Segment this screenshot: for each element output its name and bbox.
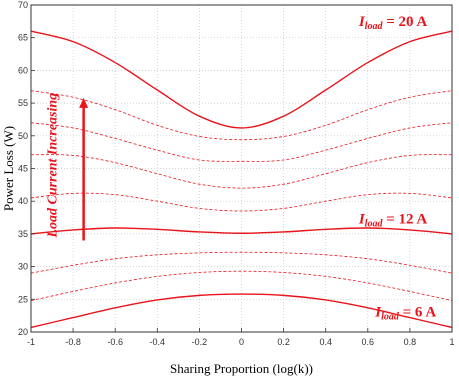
x-tick-label: 0.4 (319, 337, 332, 347)
annotation-load-6: Iload = 6 A (374, 304, 436, 322)
increase-arrow-head (79, 97, 89, 108)
series-line-2 (30, 270, 453, 302)
x-tick-label: 0.2 (277, 337, 290, 347)
x-tick-label: -0.8 (65, 337, 81, 347)
x-tick-label: -0.2 (192, 337, 208, 347)
series-line-9 (30, 30, 453, 129)
y-tick-label: 70 (18, 0, 28, 10)
series-lines (30, 30, 453, 329)
y-tick-label: 65 (18, 33, 28, 43)
annotation-load-12: Iload = 12 A (358, 211, 428, 229)
y-tick-label: 40 (18, 196, 28, 206)
y-tick-label: 60 (18, 65, 28, 75)
y-tick-label: 45 (18, 164, 28, 174)
x-tick-label: -0.6 (107, 337, 123, 347)
annotation-value: = 12 A (382, 211, 427, 227)
y-axis-label: Power Loss (W) (1, 126, 16, 211)
x-tick-label: 1 (449, 337, 454, 347)
x-tick-label: 0.8 (404, 337, 417, 347)
annotation-load-20: Iload = 20 A (358, 14, 428, 32)
series-line-1 (30, 293, 453, 329)
series-line-7 (30, 122, 453, 162)
x-tick-label: 0.6 (362, 337, 375, 347)
annotation-value: = 20 A (382, 14, 427, 30)
y-tick-label: 55 (18, 98, 28, 108)
series-line-6 (30, 154, 453, 189)
annotation-subscript: load (381, 311, 400, 322)
y-ticks: 20 25 30 35 40 45 50 55 60 65 70 (18, 0, 35, 337)
x-tick-label: -1 (27, 337, 35, 347)
series-line-8 (30, 90, 453, 141)
y-tick-label: 30 (18, 262, 28, 272)
series-line-4 (30, 227, 453, 235)
grid (30, 4, 453, 333)
x-tick-label: 0 (239, 337, 244, 347)
x-axis-label: Sharing Proportion (log(k)) (170, 361, 313, 376)
annotation-value: = 6 A (399, 304, 436, 320)
annotation-subscript: load (365, 218, 384, 229)
series-line-5 (30, 192, 453, 212)
x-ticks: -1 -0.8 -0.6 -0.4 -0.2 0 0.2 0.4 0.6 0.8 1 (27, 328, 455, 347)
y-tick-label: 20 (18, 327, 28, 337)
y-tick-label: 35 (18, 229, 28, 239)
series-line-3 (30, 251, 453, 274)
annotation-symbol: I (358, 14, 366, 30)
y-tick-label: 50 (18, 131, 28, 141)
annotation-subscript: load (365, 21, 384, 32)
y-tick-label: 25 (18, 294, 28, 304)
x-tick-label: -0.4 (150, 337, 166, 347)
annotation-load-increasing: Load Current Increasing (45, 93, 60, 239)
annotation-symbol: I (358, 211, 366, 227)
annotation-symbol: I (374, 304, 382, 320)
